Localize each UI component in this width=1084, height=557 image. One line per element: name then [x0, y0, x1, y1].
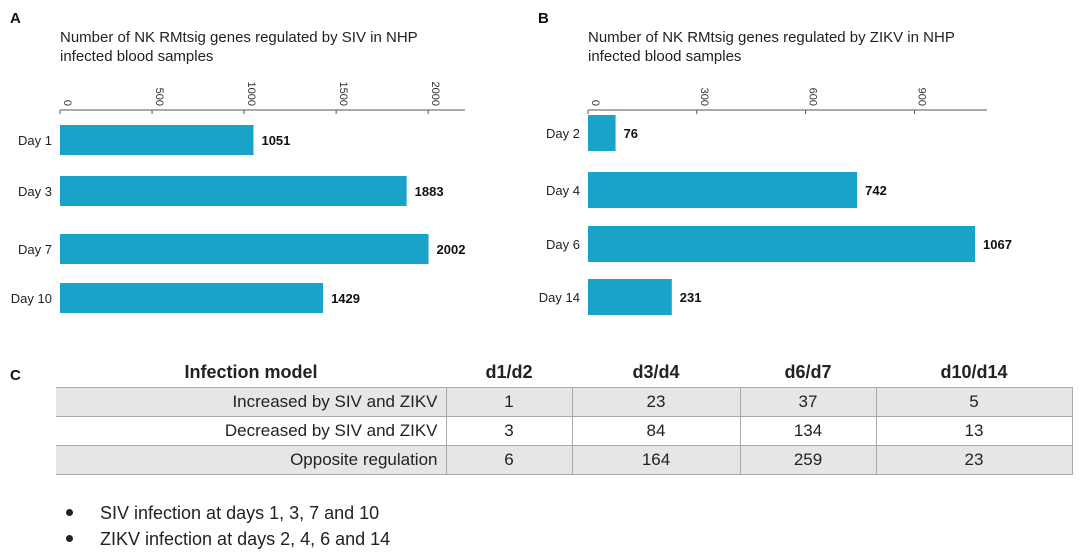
note-item: ZIKV infection at days 2, 4, 6 and 14 [66, 526, 390, 552]
chart-a-category-label: Day 3 [18, 184, 52, 199]
note-item: SIV infection at days 1, 3, 7 and 10 [66, 500, 390, 526]
table-cell: 5 [875, 387, 1073, 417]
panel-b-letter: B [538, 10, 549, 27]
chart-b-tick-label: 0 [589, 100, 601, 106]
table-row: Increased by SIV and ZIKV 1 23 37 5 [56, 387, 1073, 417]
chart-a-data-label: 1051 [261, 133, 290, 148]
table-header-cell: Infection model [184, 361, 318, 382]
table-cell: 6 [445, 445, 573, 475]
table-row-label: Opposite regulation [56, 445, 447, 475]
table-cell: 84 [571, 416, 741, 446]
chart-b-data-label: 76 [624, 126, 638, 141]
chart-a-title-line-2: infected blood samples [60, 48, 214, 65]
chart-a-data-label: 1883 [415, 184, 444, 199]
chart-a-bar [60, 234, 429, 264]
chart-a-tick-label: 500 [153, 88, 165, 106]
panel-c-letter: C [10, 367, 21, 384]
table-cell: 134 [739, 416, 877, 446]
chart-b-title-line-1: Number of NK RMtsig genes regulated by Z… [588, 29, 955, 46]
notes-list: SIV infection at days 1, 3, 7 and 10 ZIK… [66, 500, 390, 552]
bullet-dot-icon [66, 535, 73, 542]
note-text: ZIKV infection at days 2, 4, 6 and 14 [100, 529, 391, 549]
chart-b-tick-label: 900 [915, 88, 927, 106]
chart-b-bar [588, 279, 672, 315]
table-row: Decreased by SIV and ZIKV 3 84 134 13 [56, 416, 1073, 446]
table-cell: 23 [571, 387, 741, 417]
chart-a-data-label: 1429 [331, 291, 360, 306]
table-header-row: Infection model d1/d2 d3/d4 d6/d7 d10/d1… [56, 357, 1072, 388]
chart-b-data-label: 231 [680, 290, 702, 305]
table-header-cell: d1/d2 [485, 361, 533, 382]
table-cell: 164 [571, 445, 741, 475]
chart-b-category-label: Day 2 [546, 126, 580, 141]
chart-a-category-label: Day 1 [18, 133, 52, 148]
chart-a: 0 500 1000 1500 2000 Day 1 1051 Day 3 1883 Day 7 2… [11, 82, 466, 313]
chart-a-tick-label: 0 [61, 100, 73, 106]
chart-b-bar [588, 115, 616, 151]
panel-a-letter: A [10, 10, 21, 27]
table-row-label: Increased by SIV and ZIKV [56, 387, 447, 417]
chart-b-title-line-2: infected blood samples [588, 48, 742, 65]
table-cell: 37 [739, 387, 877, 417]
table-cell: 23 [875, 445, 1073, 475]
chart-b-data-label: 742 [865, 183, 887, 198]
chart-a-bar [60, 283, 324, 313]
chart-a-tick-label: 1500 [337, 82, 349, 106]
chart-a-category-label: Day 7 [18, 242, 52, 257]
table-header-cell: d6/d7 [784, 361, 832, 382]
chart-a-title-line-1: Number of NK RMtsig genes regulated by S… [60, 29, 418, 46]
table-header-cell: d3/d4 [632, 361, 680, 382]
chart-a-bar [60, 176, 407, 206]
chart-b-tick-label: 600 [807, 88, 819, 106]
table-cell: 13 [875, 416, 1073, 446]
chart-b-tick-label: 300 [698, 88, 710, 106]
table-header-cell: d10/d14 [940, 361, 1008, 382]
chart-a-tick-label: 2000 [429, 82, 441, 106]
chart-a-tick-label: 1000 [245, 82, 257, 106]
table-cell: 259 [739, 445, 877, 475]
bullet-dot-icon [66, 509, 73, 516]
chart-a-title: Number of NK RMtsig genes regulated by S… [60, 28, 418, 66]
table-cell: 3 [445, 416, 573, 446]
chart-b-title: Number of NK RMtsig genes regulated by Z… [588, 28, 955, 66]
chart-b-category-label: Day 4 [546, 183, 580, 198]
chart-b-bar [588, 226, 976, 262]
chart-b-bar [588, 172, 858, 208]
chart-a-data-label: 2002 [437, 242, 466, 257]
chart-b-category-label: Day 6 [546, 237, 580, 252]
chart-a-category-label: Day 10 [11, 291, 52, 306]
table-row-label: Decreased by SIV and ZIKV [56, 416, 447, 446]
overlap-table: Infection model d1/d2 d3/d4 d6/d7 d10/d1… [56, 357, 1073, 475]
table-row: Opposite regulation 6 164 259 23 [56, 445, 1073, 475]
chart-b-category-label: Day 14 [539, 290, 580, 305]
chart-b-data-label: 1067 [983, 237, 1012, 252]
chart-b: 0 300 600 900 Day 2 76 Day 4 742 Day 6 1067 Day 14… [539, 88, 1012, 315]
chart-a-bar [60, 125, 254, 155]
note-text: SIV infection at days 1, 3, 7 and 10 [100, 503, 380, 523]
table-cell: 1 [445, 387, 573, 417]
